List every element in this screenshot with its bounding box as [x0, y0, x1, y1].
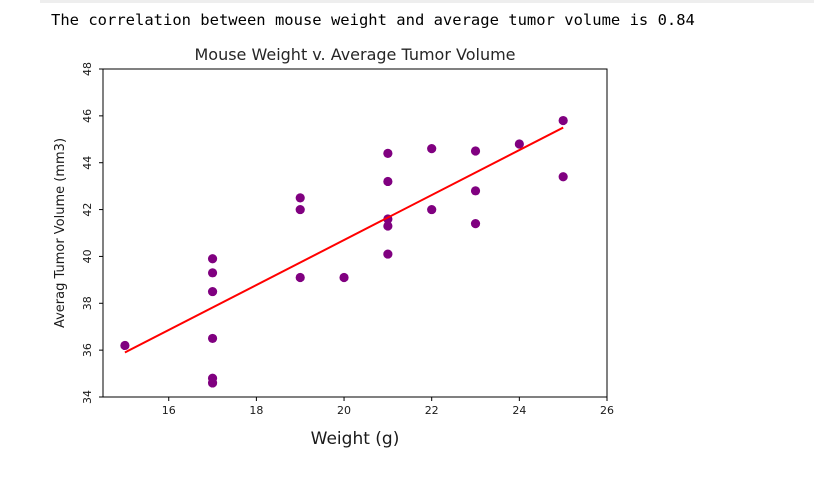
data-point	[514, 139, 524, 149]
y-tick-label: 36	[81, 343, 94, 357]
y-tick-label: 42	[81, 203, 94, 217]
y-axis-label: Averag Tumor Volume (mm3)	[53, 138, 68, 328]
regression-line	[124, 126, 564, 354]
y-tick-label: 48	[81, 62, 94, 76]
data-point	[207, 268, 218, 278]
x-tick-label: 24	[512, 404, 526, 417]
data-point	[470, 219, 481, 229]
data-point	[427, 204, 437, 215]
y-tick-label: 40	[81, 249, 94, 263]
x-axis-label: Weight (g)	[311, 429, 400, 449]
data-point	[470, 186, 481, 196]
data-point	[383, 221, 393, 231]
x-tick-label: 16	[162, 404, 176, 417]
chart-marks	[120, 115, 568, 388]
data-point	[470, 146, 481, 156]
data-point	[383, 249, 393, 259]
y-tick-label: 46	[81, 109, 94, 123]
data-point	[339, 272, 349, 283]
data-point	[207, 373, 218, 383]
plot-frame	[102, 68, 608, 398]
y-tick-label: 38	[81, 296, 94, 310]
data-point	[207, 333, 218, 344]
data-point	[120, 340, 130, 351]
cell-output-border	[40, 0, 814, 3]
x-tick-label: 18	[249, 404, 263, 417]
x-tick-label: 22	[425, 404, 439, 417]
x-tick-label: 26	[600, 404, 614, 417]
data-point	[207, 286, 218, 297]
data-point	[383, 176, 393, 187]
data-point	[207, 254, 218, 264]
correlation-output-text: The correlation between mouse weight and…	[51, 11, 695, 29]
x-tick-label: 20	[337, 404, 351, 417]
y-tick-label: 34	[81, 390, 94, 404]
chart-title: Mouse Weight v. Average Tumor Volume	[194, 45, 515, 64]
data-point	[295, 272, 305, 283]
data-point	[295, 193, 305, 203]
data-point	[558, 172, 568, 182]
y-tick-label: 44	[81, 156, 94, 170]
data-point	[383, 148, 393, 158]
data-point	[295, 204, 305, 215]
data-point	[558, 115, 568, 126]
data-point	[427, 144, 437, 154]
